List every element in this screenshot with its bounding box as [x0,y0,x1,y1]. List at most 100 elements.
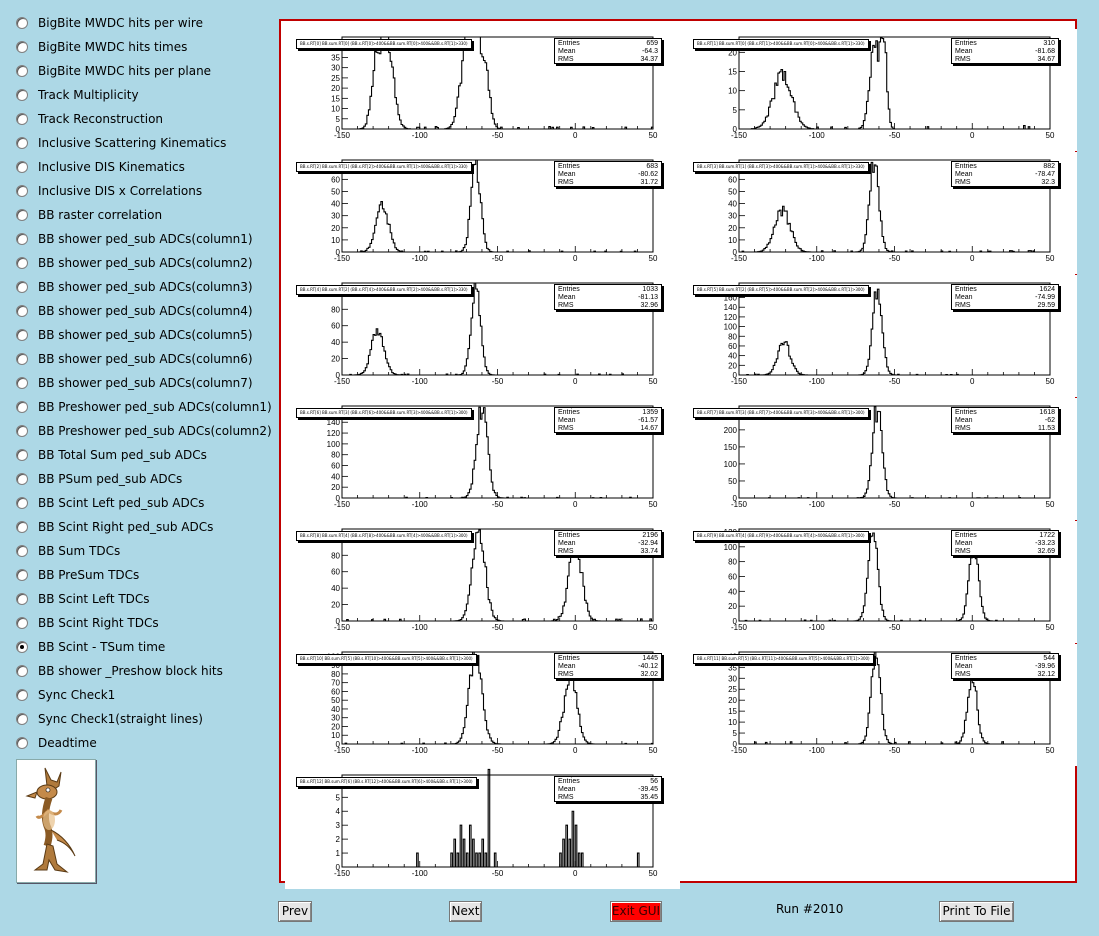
histogram-pad[interactable]: 0102030405060708090100-150-100-50050BB.s… [285,644,680,766]
plot-option[interactable]: BB shower ped_sub ADCs(column7) [16,371,278,395]
x-tick-label: 50 [649,377,658,386]
plot-option[interactable]: BB shower ped_sub ADCs(column2) [16,251,278,275]
plot-option[interactable]: BB PSum ped_sub ADCs [16,467,278,491]
plot-option[interactable]: BB shower ped_sub ADCs(column1) [16,227,278,251]
print-to-file-button[interactable]: Print To File [939,901,1014,922]
radio-unselected-icon[interactable] [16,257,28,269]
plot-option[interactable]: BB shower ped_sub ADCs(column5) [16,323,278,347]
histogram-pad[interactable]: 0510152025303540-150-100-50050BB.s.RT[11… [682,644,1077,766]
plot-option[interactable]: BB Scint Left ped_sub ADCs [16,491,278,515]
stats-value: -74.99 [1035,294,1055,301]
plot-option[interactable]: Track Reconstruction [16,107,278,131]
y-tick-label: 20 [331,483,340,492]
radio-unselected-icon[interactable] [16,305,28,317]
histogram-pad[interactable]: 020406080100120140160-150-100-50050BB.s.… [285,398,680,520]
histogram-title: BB.s.RT[9] BB.sum.RT[4] (BB.s.RT[9]>400&… [693,531,869,541]
histogram-pad[interactable]: 050100150200250-150-100-50050BB.s.RT[7] … [682,398,1077,520]
radio-unselected-icon[interactable] [16,329,28,341]
radio-unselected-icon[interactable] [16,401,28,413]
stats-value: 34.67 [1037,56,1055,63]
y-tick-label: 40 [728,200,737,209]
plot-option-label: BB PSum ped_sub ADCs [38,472,183,486]
prev-button[interactable]: Prev [278,901,312,922]
radio-unselected-icon[interactable] [16,17,28,29]
radio-unselected-icon[interactable] [16,569,28,581]
radio-unselected-icon[interactable] [16,233,28,245]
plot-option[interactable]: BB Scint Right TDCs [16,611,278,635]
radio-unselected-icon[interactable] [16,521,28,533]
radio-unselected-icon[interactable] [16,281,28,293]
stats-row-rms: RMS 14.67 [558,425,658,433]
plot-option-label: BB Scint Left TDCs [38,592,150,606]
radio-unselected-icon[interactable] [16,449,28,461]
next-button[interactable]: Next [449,901,482,922]
x-tick-label: -150 [731,500,748,509]
radio-unselected-icon[interactable] [16,185,28,197]
radio-unselected-icon[interactable] [16,665,28,677]
radio-unselected-icon[interactable] [16,137,28,149]
plot-option[interactable]: Inclusive DIS x Correlations [16,179,278,203]
radio-unselected-icon[interactable] [16,161,28,173]
y-tick-label: 40 [728,587,737,596]
stats-value: 34.37 [640,56,658,63]
plot-option[interactable]: BB shower ped_sub ADCs(column3) [16,275,278,299]
radio-unselected-icon[interactable] [16,593,28,605]
radio-unselected-icon[interactable] [16,617,28,629]
plot-option-label: BB PreSum TDCs [38,568,140,582]
histogram-title: BB.s.RT[0] BB.sum.RT[0] (BB.s.RT[0]>400&… [296,39,472,49]
radio-unselected-icon[interactable] [16,497,28,509]
plot-option[interactable]: BB raster correlation [16,203,278,227]
radio-unselected-icon[interactable] [16,353,28,365]
radio-unselected-icon[interactable] [16,425,28,437]
radio-unselected-icon[interactable] [16,41,28,53]
plot-option[interactable]: Sync Check1 [16,683,278,707]
y-tick-label: 100 [724,323,738,332]
radio-unselected-icon[interactable] [16,89,28,101]
histogram-pad[interactable]: 0510152025303540-150-100-50050BB.s.RT[0]… [285,29,680,151]
plot-option[interactable]: BigBite MWDC hits times [16,35,278,59]
plot-option[interactable]: Deadtime [16,731,278,755]
histogram-pad[interactable]: 010203040506070-150-100-50050BB.s.RT[3] … [682,152,1077,274]
exit-gui-button[interactable]: Exit GUI [610,901,662,922]
plot-option[interactable]: BB shower ped_sub ADCs(column4) [16,299,278,323]
plot-option[interactable]: BB Preshower ped_sub ADCs(column2) [16,419,278,443]
radio-unselected-icon[interactable] [16,113,28,125]
radio-unselected-icon[interactable] [16,713,28,725]
plot-option[interactable]: Inclusive DIS Kinematics [16,155,278,179]
radio-unselected-icon[interactable] [16,65,28,77]
radio-unselected-icon[interactable] [16,689,28,701]
plot-option[interactable]: Track Multiplicity [16,83,278,107]
plot-option[interactable]: BB Total Sum ped_sub ADCs [16,443,278,467]
plot-option[interactable]: BB Preshower ped_sub ADCs(column1) [16,395,278,419]
plot-option[interactable]: BB Scint - TSum time [16,635,278,659]
histogram-pad[interactable]: 020406080100120140160180-150-100-50050BB… [682,275,1077,397]
plot-option[interactable]: BB shower ped_sub ADCs(column6) [16,347,278,371]
plot-option[interactable]: BigBite MWDC hits per wire [16,11,278,35]
radio-unselected-icon[interactable] [16,377,28,389]
histogram-pad[interactable]: 0 1 2 3 4 56 -150 -100 -50 0 50 BB.s.RT[12] BB.sum.… [285,767,680,889]
histogram-pad[interactable]: 020406080100120-150-100-50050BB.s.RT[9] … [682,521,1077,643]
plot-option[interactable]: BB shower _Preshow block hits [16,659,278,683]
radio-unselected-icon[interactable] [16,545,28,557]
x-tick-label: -100 [809,377,826,386]
radio-unselected-icon[interactable] [16,209,28,221]
radio-unselected-icon[interactable] [16,473,28,485]
radio-unselected-icon[interactable] [16,737,28,749]
plot-option[interactable]: Inclusive Scattering Kinematics [16,131,278,155]
plot-option[interactable]: Sync Check1(straight lines) [16,707,278,731]
plot-option[interactable]: BigBite MWDC hits per plane [16,59,278,83]
histogram-canvas: 0510152025303540-150-100-50050BB.s.RT[0]… [279,19,1077,889]
x-tick-label: 50 [1046,377,1055,386]
plot-option[interactable]: BB PreSum TDCs [16,563,278,587]
histogram-pad[interactable]: 0 5 10 15 20 -150 -100 -50 0 50 BB.s.RT[1] BB.sum.… [682,29,1077,151]
plot-option[interactable]: BB Scint Left TDCs [16,587,278,611]
histogram-pad[interactable]: 010203040506070-150-100-50050BB.s.RT[2] … [285,152,680,274]
radio-selected-icon[interactable] [16,641,28,653]
plot-option[interactable]: BB Sum TDCs [16,539,278,563]
plot-option[interactable]: BB Scint Right ped_sub ADCs [16,515,278,539]
y-tick-label: 40 [331,584,340,593]
histogram-line [342,159,653,253]
